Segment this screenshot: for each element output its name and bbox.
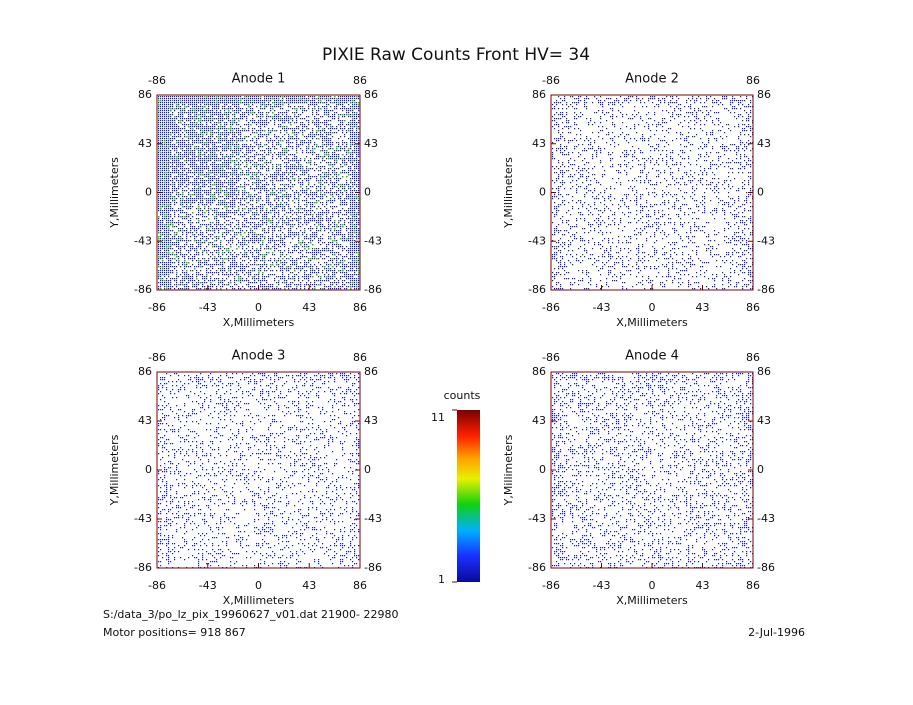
- x2-tick-label: -86: [542, 351, 560, 364]
- y-tick-label: 0: [539, 186, 546, 199]
- x-axis-label: X,Millimeters: [223, 316, 295, 329]
- x-tick-label: -86: [542, 579, 560, 592]
- y2-tick-label: -86: [364, 283, 382, 296]
- x-tick-label: -86: [148, 301, 166, 314]
- count-texture: [552, 96, 754, 290]
- y2-tick-label: 43: [364, 414, 378, 427]
- panel-title: Anode 1: [232, 72, 286, 87]
- count-texture: [552, 373, 754, 569]
- panel-title: Anode 3: [232, 349, 286, 364]
- x-tick-label: 43: [302, 579, 316, 592]
- x-tick-label: -43: [593, 579, 611, 592]
- y-tick-label: 0: [145, 186, 152, 199]
- y-tick-label: 86: [532, 88, 546, 101]
- panel-title: Anode 4: [625, 349, 679, 364]
- x-tick-label: 43: [302, 301, 316, 314]
- y2-tick-label: 86: [757, 365, 771, 378]
- y-axis-label: Y,Millimeters: [502, 434, 515, 506]
- x-axis-label: X,Millimeters: [616, 594, 688, 607]
- y2-tick-label: -43: [757, 512, 775, 525]
- x-tick-label: -43: [593, 301, 611, 314]
- y-tick-label: 86: [138, 365, 152, 378]
- x2-tick-label: 86: [746, 74, 760, 87]
- y-tick-label: -86: [134, 283, 152, 296]
- y-axis-label: Y,Millimeters: [108, 157, 121, 229]
- y-tick-label: 43: [532, 137, 546, 150]
- x-tick-label: 86: [746, 579, 760, 592]
- x-tick-label: -43: [199, 579, 217, 592]
- y2-tick-label: 43: [757, 414, 771, 427]
- figure-title: PIXIE Raw Counts Front HV= 34: [322, 45, 590, 65]
- x-tick-label: -86: [148, 579, 166, 592]
- colorbar-tick-label: 11: [431, 411, 445, 424]
- count-texture: [158, 373, 360, 569]
- colorbar: [457, 410, 480, 582]
- count-texture: [158, 96, 360, 290]
- x-tick-label: -86: [542, 301, 560, 314]
- y-tick-label: -43: [134, 512, 152, 525]
- date: 2-Jul-1996: [748, 626, 805, 639]
- x-tick-label: 86: [353, 579, 367, 592]
- y-tick-label: 86: [532, 365, 546, 378]
- x-tick-label: 0: [649, 579, 656, 592]
- y-axis-label: Y,Millimeters: [108, 434, 121, 506]
- x2-tick-label: 86: [353, 351, 367, 364]
- y2-tick-label: 0: [364, 463, 371, 476]
- count-texture: [158, 96, 360, 290]
- x2-tick-label: -86: [542, 74, 560, 87]
- panel-title: Anode 2: [625, 72, 679, 87]
- motor-info: Motor positions= 918 867: [103, 626, 246, 639]
- y2-tick-label: -86: [757, 283, 775, 296]
- file-info: S:/data_3/po_lz_pix_19960627_v01.dat 219…: [103, 608, 398, 621]
- y2-tick-label: 86: [757, 88, 771, 101]
- colorbar-label: counts: [444, 389, 481, 402]
- y-tick-label: -86: [528, 561, 546, 574]
- y2-tick-label: -86: [757, 561, 775, 574]
- y-tick-label: -86: [528, 283, 546, 296]
- y-tick-label: -43: [528, 512, 546, 525]
- x-tick-label: 0: [649, 301, 656, 314]
- x2-tick-label: 86: [746, 351, 760, 364]
- y-tick-label: -43: [528, 234, 546, 247]
- x2-tick-label: -86: [148, 351, 166, 364]
- y2-tick-label: -43: [757, 234, 775, 247]
- x-tick-label: 0: [255, 301, 262, 314]
- y-tick-label: 86: [138, 88, 152, 101]
- x-tick-label: 86: [353, 301, 367, 314]
- y-tick-label: 0: [539, 463, 546, 476]
- y-tick-label: 43: [532, 414, 546, 427]
- x-tick-label: -43: [199, 301, 217, 314]
- y-tick-label: 43: [138, 414, 152, 427]
- y-axis-label: Y,Millimeters: [502, 157, 515, 229]
- y2-tick-label: 43: [757, 137, 771, 150]
- y-tick-label: 0: [145, 463, 152, 476]
- y-tick-label: 43: [138, 137, 152, 150]
- y-tick-label: -43: [134, 234, 152, 247]
- x-tick-label: 86: [746, 301, 760, 314]
- x2-tick-label: 86: [353, 74, 367, 87]
- y2-tick-label: 0: [364, 186, 371, 199]
- x2-tick-label: -86: [148, 74, 166, 87]
- y2-tick-label: 86: [364, 365, 378, 378]
- y2-tick-label: 43: [364, 137, 378, 150]
- y-tick-label: -86: [134, 561, 152, 574]
- colorbar-tick-label: 1: [438, 573, 445, 586]
- y2-tick-label: -86: [364, 561, 382, 574]
- x-tick-label: 43: [696, 301, 710, 314]
- x-tick-label: 0: [255, 579, 262, 592]
- x-axis-label: X,Millimeters: [616, 316, 688, 329]
- x-axis-label: X,Millimeters: [223, 594, 295, 607]
- y2-tick-label: -43: [364, 512, 382, 525]
- y2-tick-label: 0: [757, 186, 764, 199]
- x-tick-label: 43: [696, 579, 710, 592]
- y2-tick-label: 86: [364, 88, 378, 101]
- y2-tick-label: 0: [757, 463, 764, 476]
- plot-frame: [550, 371, 754, 569]
- y2-tick-label: -43: [364, 234, 382, 247]
